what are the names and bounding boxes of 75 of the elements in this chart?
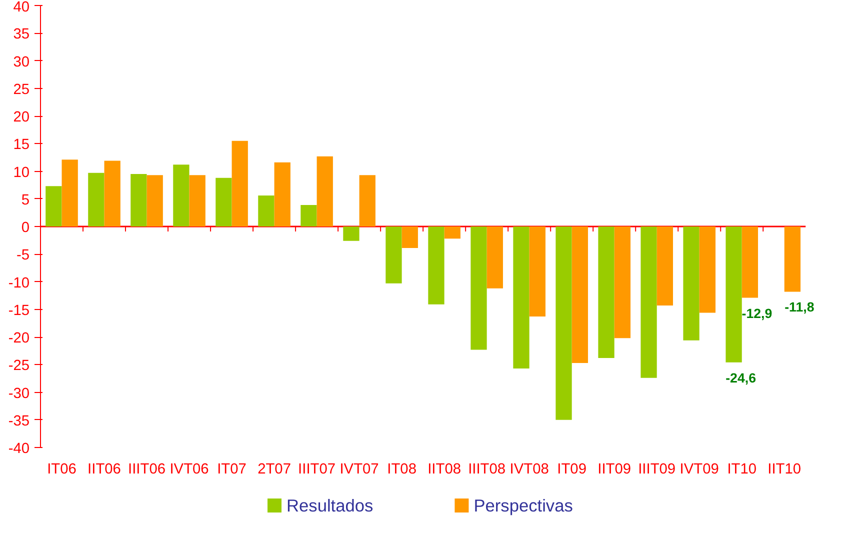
bar: [486, 226, 503, 288]
bar: [556, 226, 572, 420]
bar: [726, 226, 742, 362]
x-tick-label: IIT08: [428, 462, 462, 478]
bar: [656, 226, 673, 306]
bar: [386, 226, 402, 284]
y-tick-label: -25: [8, 358, 30, 374]
bar: [598, 226, 614, 358]
bar: [699, 226, 716, 313]
bar: [614, 226, 630, 338]
bar: [216, 178, 232, 226]
y-tick-label: -20: [8, 330, 30, 346]
y-tick-label: 25: [13, 82, 30, 98]
y-tick-label: 35: [13, 26, 30, 43]
bar: [784, 226, 801, 292]
bar: [274, 162, 290, 226]
bar: [529, 226, 546, 317]
x-tick-label: IT10: [727, 462, 757, 478]
x-tick-label: IIIT07: [298, 462, 336, 478]
x-tick-label: IIIT06: [128, 462, 166, 478]
x-tick-label: IVT08: [510, 462, 549, 478]
bar: [402, 226, 418, 248]
legend-label: Perspectivas: [474, 496, 574, 516]
bar: [359, 175, 376, 226]
data-label: -11,8: [784, 300, 814, 315]
bar: [62, 160, 78, 226]
y-tick-label: 10: [13, 164, 30, 181]
data-label: -12,9: [742, 306, 772, 321]
x-tick-label: IIT10: [768, 462, 802, 478]
x-tick-label: IT09: [557, 462, 586, 478]
bar: [343, 226, 360, 241]
bar: [46, 186, 62, 226]
bar: [189, 175, 206, 226]
bar: [258, 196, 274, 226]
x-tick-label: IVT06: [170, 462, 209, 478]
y-tick-label: -40: [8, 441, 30, 457]
x-tick-label: IIT09: [598, 462, 632, 478]
x-tick-label: IVT09: [680, 462, 719, 478]
x-tick-label: IIIT09: [638, 462, 676, 478]
bar: [173, 164, 190, 226]
x-tick-label: IT08: [387, 462, 416, 478]
bar: [232, 140, 248, 226]
x-tick-label: 2T07: [258, 462, 291, 478]
bar: [146, 175, 163, 226]
bar: [683, 226, 700, 340]
y-tick-label: -30: [8, 386, 30, 402]
bar: [104, 160, 120, 226]
bar: [742, 226, 758, 298]
y-tick-label: -10: [8, 275, 30, 292]
bar: [513, 226, 530, 368]
bar: [444, 226, 460, 239]
bar: [470, 226, 487, 350]
y-tick-label: 0: [21, 220, 30, 236]
y-tick-label: 40: [13, 0, 30, 16]
bar: [130, 174, 147, 226]
bar: [300, 204, 317, 226]
x-tick-label: IIT06: [88, 462, 121, 478]
x-tick-label: IT06: [47, 462, 76, 478]
y-tick-label: -5: [16, 248, 30, 264]
y-tick-label: -35: [8, 413, 30, 430]
y-tick-label: -15: [8, 302, 30, 319]
x-tick-label: IVT07: [340, 462, 379, 478]
bar: [640, 226, 657, 378]
data-label: -24,6: [726, 370, 756, 386]
bar: [572, 226, 588, 363]
bar: [316, 156, 333, 226]
y-tick-label: 15: [13, 137, 30, 154]
y-tick-label: 5: [21, 192, 30, 208]
bar: [428, 226, 444, 304]
y-tick-label: 20: [13, 110, 30, 126]
legend-label: Resultados: [286, 496, 374, 516]
bar: [88, 172, 104, 226]
y-tick-label: 30: [13, 54, 30, 70]
x-tick-label: IIIT08: [468, 462, 506, 478]
x-tick-label: IT07: [217, 462, 246, 478]
